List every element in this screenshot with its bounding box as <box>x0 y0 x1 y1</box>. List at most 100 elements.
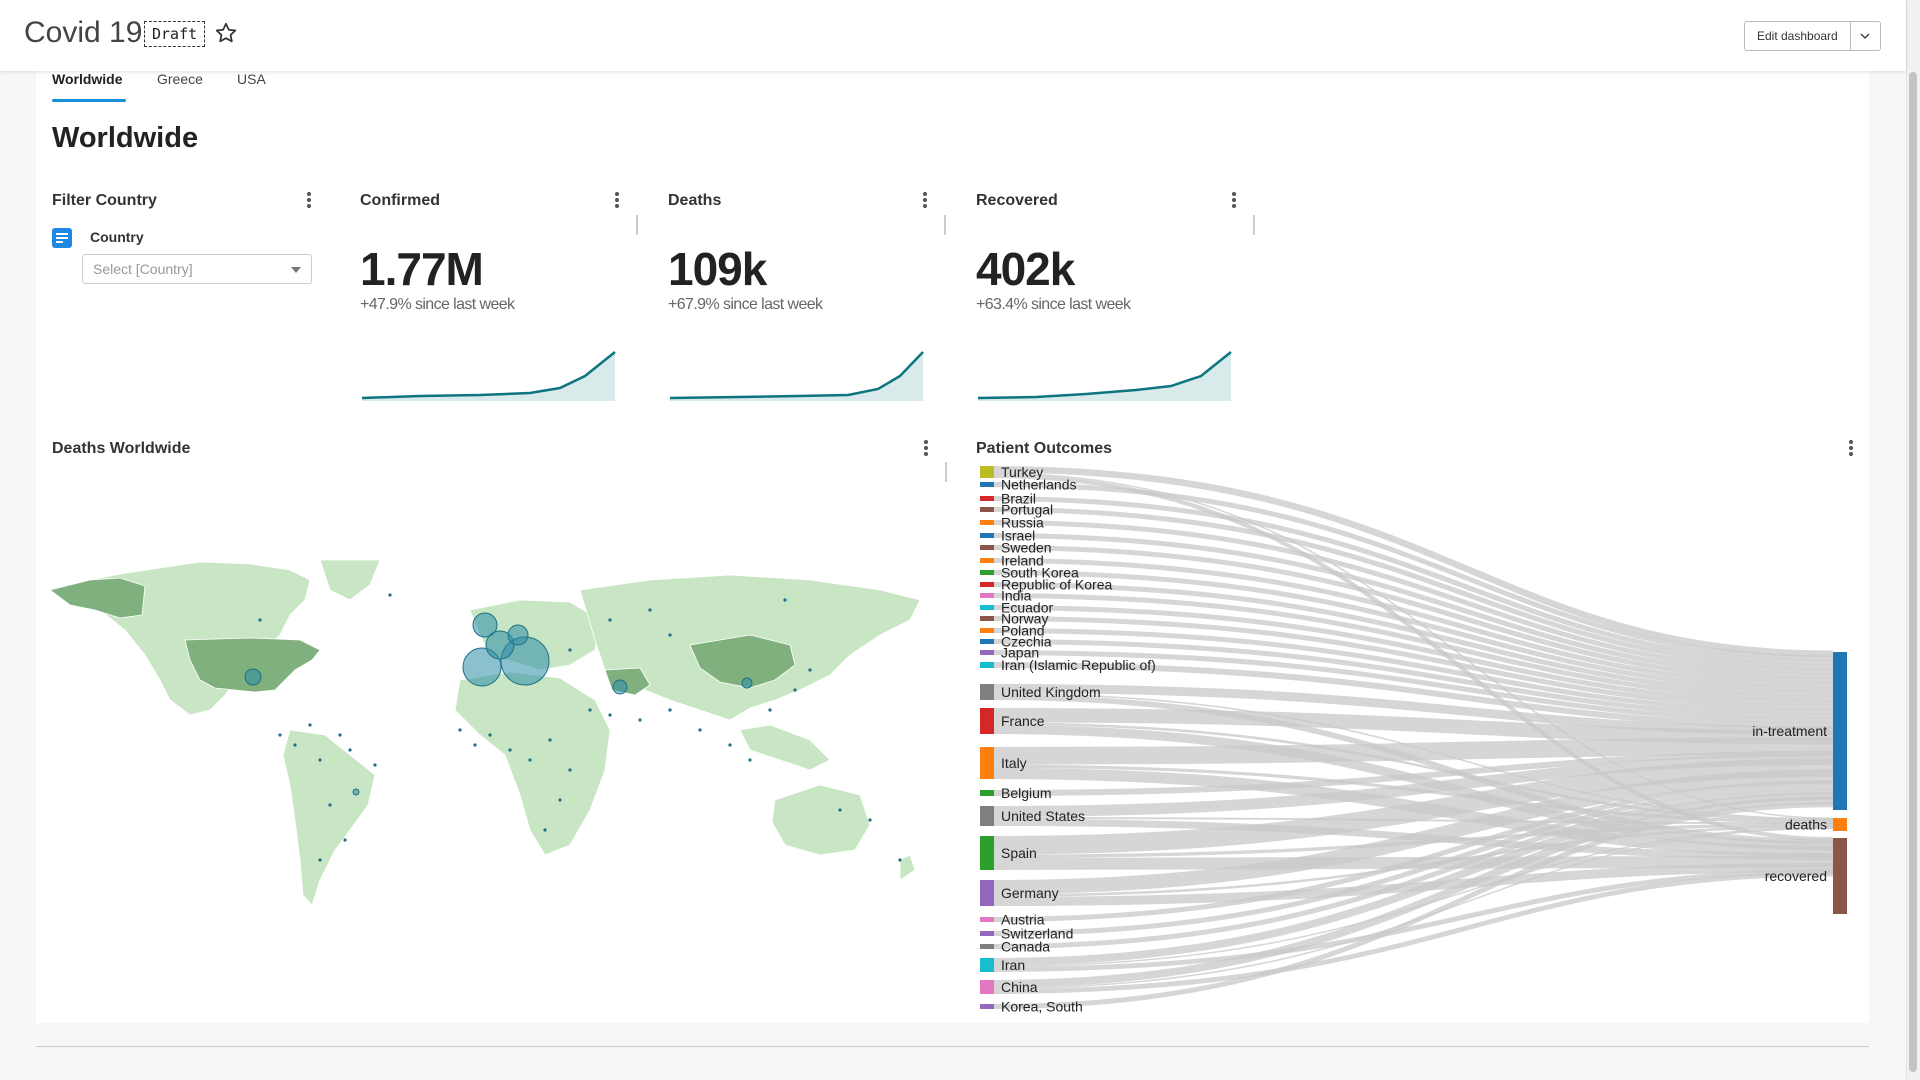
card-resize-handle[interactable] <box>636 215 638 235</box>
sankey-link[interactable] <box>989 507 1834 670</box>
sankey-node-source[interactable] <box>980 662 994 668</box>
sankey-node-source[interactable] <box>980 605 994 610</box>
sankey-link[interactable] <box>989 784 1834 936</box>
confirmed-menu-icon[interactable] <box>613 192 621 212</box>
sankey-link[interactable] <box>989 616 1834 710</box>
sankey-link[interactable] <box>989 708 1834 745</box>
sankey-node-label: France <box>1001 713 1045 729</box>
sankey-link[interactable] <box>989 628 1834 715</box>
sankey-link[interactable] <box>989 545 1834 683</box>
sankey-node-source[interactable] <box>980 582 994 587</box>
sankey-link[interactable] <box>989 753 1834 817</box>
sankey-link[interactable] <box>989 862 1834 906</box>
sankey-link[interactable] <box>989 639 1834 719</box>
sankey-link[interactable] <box>989 558 1834 688</box>
sankey-link[interactable] <box>989 650 1834 724</box>
land-australia <box>771 784 871 856</box>
footer-divider <box>36 1046 1869 1047</box>
sankey-node-source[interactable] <box>980 520 994 525</box>
tab-usa[interactable]: USA <box>237 71 266 87</box>
sankey-link[interactable] <box>989 826 1834 968</box>
sankey-link[interactable] <box>989 570 1834 692</box>
map-menu-icon[interactable] <box>922 440 930 460</box>
sankey-link[interactable] <box>989 737 1834 765</box>
filter-menu-icon[interactable] <box>305 192 313 212</box>
sankey-node-source[interactable] <box>980 931 994 936</box>
sankey-link[interactable] <box>989 789 1834 949</box>
scrollbar-thumb[interactable] <box>1909 72 1917 1072</box>
sankey-node-label: United Kingdom <box>1001 684 1101 700</box>
sankey-node-source[interactable] <box>980 917 994 922</box>
sankey-node-source[interactable] <box>980 836 994 870</box>
sankey-node-source[interactable] <box>980 616 994 621</box>
draft-badge[interactable]: Draft <box>144 21 206 47</box>
sankey-node-source[interactable] <box>980 747 994 779</box>
sankey-node-source[interactable] <box>980 570 994 575</box>
sankey-link[interactable] <box>989 750 1834 796</box>
sankey-node-source[interactable] <box>980 593 994 598</box>
sankey-node-source[interactable] <box>980 482 994 487</box>
filter-list-icon <box>52 228 72 248</box>
edit-dashboard-button[interactable]: Edit dashboard <box>1744 21 1851 51</box>
sankey-node-source[interactable] <box>980 1004 994 1009</box>
deaths-menu-icon[interactable] <box>921 192 929 212</box>
card-resize-handle[interactable] <box>1253 215 1255 235</box>
sankey-link[interactable] <box>989 868 1834 972</box>
deaths-change: +67.9% since last week <box>668 296 823 313</box>
card-resize-handle[interactable] <box>945 462 947 482</box>
chevron-down-icon <box>1860 33 1870 40</box>
sankey-link[interactable] <box>989 533 1834 679</box>
sankey-node-target[interactable] <box>1833 818 1847 831</box>
sankey-node-source[interactable] <box>980 558 994 563</box>
sankey-link[interactable] <box>989 694 1834 845</box>
sankey-node-label: Norway <box>1001 611 1048 627</box>
sankey-node-source[interactable] <box>980 466 994 478</box>
sankey-link[interactable] <box>989 780 1834 922</box>
sankey-link[interactable] <box>989 769 1834 895</box>
sankey-link[interactable] <box>989 823 1834 859</box>
sankey-node-target[interactable] <box>1833 838 1847 914</box>
patient-outcomes-sankey[interactable]: TurkeyNetherlandsBrazilPortugalRussiaIsr… <box>975 462 1855 1020</box>
sankey-link[interactable] <box>989 466 1834 658</box>
sankey-link[interactable] <box>989 482 1834 661</box>
sankey-link[interactable] <box>989 817 1834 825</box>
sankey-link[interactable] <box>989 582 1834 697</box>
sankey-link[interactable] <box>989 827 1834 990</box>
edit-dashboard-dropdown[interactable] <box>1851 21 1881 51</box>
sankey-node-source[interactable] <box>980 806 994 826</box>
sankey-node-source[interactable] <box>980 708 994 734</box>
sankey-node-source[interactable] <box>980 650 994 655</box>
sankey-node-source[interactable] <box>980 880 994 906</box>
star-icon[interactable] <box>213 20 239 46</box>
card-resize-handle[interactable] <box>944 215 946 235</box>
sankey-link[interactable] <box>989 684 1834 736</box>
sankey-link[interactable] <box>989 662 1834 729</box>
sankey-link[interactable] <box>989 605 1834 706</box>
sankey-node-source[interactable] <box>980 944 994 949</box>
sankey-link[interactable] <box>989 796 1834 988</box>
sankey-node-source[interactable] <box>980 790 994 796</box>
sankey-node-target[interactable] <box>1833 652 1847 810</box>
sankey-node-source[interactable] <box>980 507 994 512</box>
sankey-link[interactable] <box>989 758 1834 855</box>
sankey-link[interactable] <box>989 593 1834 701</box>
tab-greece[interactable]: Greece <box>157 71 203 87</box>
sankey-node-source[interactable] <box>980 533 994 538</box>
sankey-node-source[interactable] <box>980 980 994 994</box>
recovered-menu-icon[interactable] <box>1230 192 1238 212</box>
sankey-link[interactable] <box>989 871 1834 994</box>
sankey-node-source[interactable] <box>980 628 994 633</box>
country-select[interactable]: Select [Country] <box>82 254 312 284</box>
sankey-link[interactable] <box>989 496 1834 665</box>
sankey-link[interactable] <box>989 792 1834 966</box>
sankey-link[interactable] <box>989 802 1834 1009</box>
sankey-node-source[interactable] <box>980 545 994 550</box>
world-map[interactable] <box>50 560 930 910</box>
sankey-menu-icon[interactable] <box>1847 440 1855 460</box>
tab-worldwide[interactable]: Worldwide <box>52 71 123 87</box>
sankey-link[interactable] <box>989 520 1834 674</box>
sankey-node-source[interactable] <box>980 639 994 644</box>
sankey-node-source[interactable] <box>980 958 994 972</box>
sankey-node-source[interactable] <box>980 684 994 700</box>
sankey-node-source[interactable] <box>980 496 994 501</box>
